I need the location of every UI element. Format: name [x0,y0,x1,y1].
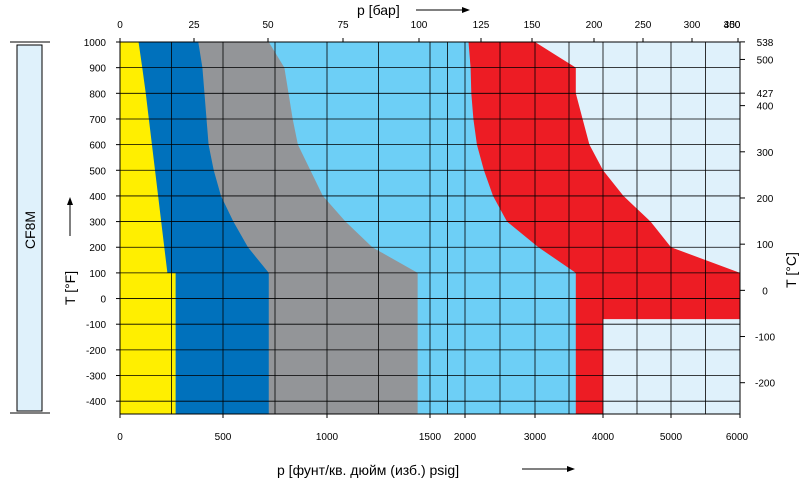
x-bottom-arrow-head [567,466,575,472]
x-top-tick-label: 250 [635,20,652,31]
tick-labels: 10009008007006005004003002001000-100-200… [84,20,776,443]
y-right-axis-label: T [°C] [783,252,799,288]
y-left-tick-label: 100 [89,269,106,280]
y-right-tick-label: -100 [755,333,775,344]
x-top-tick-label: 125 [473,20,490,31]
y-left-tick-label: -400 [86,397,106,408]
y-right-tick-label: 427 [757,89,774,100]
band-class150 [120,42,176,414]
x-top-tick-label: 100 [411,20,428,31]
y-right-tick-label: 400 [757,102,774,113]
y-left-tick-label: 0 [100,295,106,306]
y-right-tick-label: 0 [762,286,768,297]
x-top-axis-label: p [бар] [357,2,400,18]
x-top-tick-label: 400 [724,20,741,31]
x-bottom-tick-label: 5000 [660,432,683,443]
x-bottom-tick-label: 4000 [592,432,615,443]
y-left-tick-label: 500 [89,166,106,177]
y-left-tick-label: 600 [89,141,106,152]
y-left-tick-label: 300 [89,218,106,229]
x-top-tick-label: 25 [188,20,200,31]
y-left-tick-label: 1000 [84,38,107,49]
x-bottom-tick-label: 2000 [454,432,477,443]
material-bar [16,44,43,412]
x-top-arrow-head [462,7,470,13]
x-bottom-tick-label: 500 [215,432,232,443]
y-left-tick-label: -100 [86,320,106,331]
y-right-tick-label: -200 [755,379,775,390]
x-top-tick-label: 200 [586,20,603,31]
x-bottom-tick-label: 1500 [419,432,442,443]
x-top-tick-label: 50 [262,20,274,31]
x-bottom-tick-label: 3000 [524,432,547,443]
y-left-tick-label: 700 [89,115,106,126]
y-left-tick-label: 800 [89,89,106,100]
y-left-tick-label: 400 [89,192,106,203]
y-right-tick-label: 200 [757,194,774,205]
x-bottom-tick-label: 1000 [316,432,339,443]
material-label: CF8M [22,211,38,249]
y-left-tick-label: 900 [89,64,106,75]
x-bottom-tick-label: 6000 [726,432,749,443]
y-right-tick-label: 300 [757,148,774,159]
y-left-tick-label: -200 [86,346,106,357]
x-bottom-axis-label: p [фунт/кв. дюйм (изб.) psig] [277,462,459,478]
y-right-tick-label: 500 [757,55,774,66]
x-top-tick-label: 350 [724,20,741,31]
y-left-tick-label: -300 [86,372,106,383]
y-left-arrow-head [67,197,73,205]
y-left-tick-label: 200 [89,243,106,254]
x-top-tick-label: 0 [117,20,123,31]
x-top-tick-label: 75 [337,20,349,31]
x-top-tick-label: 150 [524,20,541,31]
y-right-tick-label: 100 [757,240,774,251]
y-left-axis-label: T [°F] [62,271,78,305]
x-bottom-tick-label: 0 [117,432,123,443]
x-top-tick-label: 300 [684,20,701,31]
y-right-tick-label: 538 [757,38,774,49]
